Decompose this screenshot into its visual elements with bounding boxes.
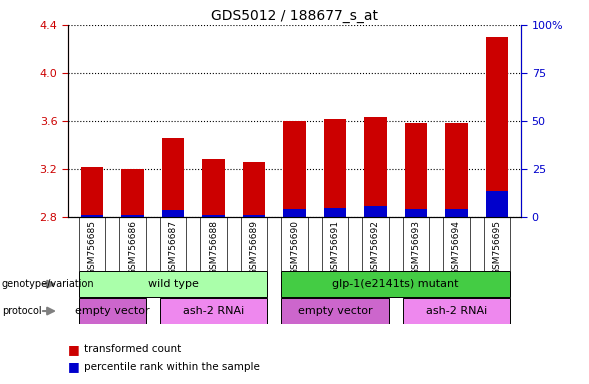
Bar [283, 121, 306, 217]
Text: transformed count: transformed count [84, 344, 181, 354]
Text: GSM756692: GSM756692 [371, 220, 380, 275]
Bar [81, 167, 103, 217]
Bar [283, 209, 306, 217]
Bar [200, 217, 227, 271]
Bar [486, 190, 508, 217]
Bar [445, 209, 468, 217]
Bar [405, 209, 427, 217]
Text: empty vector: empty vector [297, 306, 372, 316]
Bar [203, 159, 224, 217]
Text: GSM756691: GSM756691 [330, 220, 339, 275]
Text: wild type: wild type [148, 279, 198, 289]
Bar [282, 298, 389, 324]
Bar [241, 217, 267, 271]
Bar [324, 208, 346, 217]
Bar [324, 119, 346, 217]
Bar [365, 206, 386, 217]
Bar [484, 217, 510, 271]
Text: empty vector: empty vector [75, 306, 150, 316]
Bar [121, 215, 144, 217]
Text: glp-1(e2141ts) mutant: glp-1(e2141ts) mutant [332, 279, 459, 289]
Bar [365, 118, 386, 217]
Text: ■: ■ [68, 360, 80, 373]
Text: genotype/variation: genotype/variation [2, 279, 94, 289]
Bar [405, 123, 427, 217]
Text: GSM756686: GSM756686 [128, 220, 137, 275]
Text: GSM756685: GSM756685 [88, 220, 97, 275]
Bar [282, 217, 307, 271]
Text: percentile rank within the sample: percentile rank within the sample [84, 362, 260, 372]
Text: protocol: protocol [2, 306, 41, 316]
Text: GSM756690: GSM756690 [290, 220, 299, 275]
Bar [445, 123, 468, 217]
Bar [203, 215, 224, 217]
Title: GDS5012 / 188677_s_at: GDS5012 / 188677_s_at [211, 8, 378, 23]
Bar [486, 37, 508, 217]
Bar [121, 169, 144, 217]
Bar [444, 217, 469, 271]
Bar [403, 217, 429, 271]
Text: GSM756687: GSM756687 [168, 220, 177, 275]
Text: GSM756689: GSM756689 [250, 220, 259, 275]
Text: ash-2 RNAi: ash-2 RNAi [426, 306, 487, 316]
Text: GSM756693: GSM756693 [412, 220, 421, 275]
Bar [81, 215, 103, 217]
Text: ash-2 RNAi: ash-2 RNAi [183, 306, 244, 316]
Bar [79, 217, 105, 271]
Bar [160, 217, 186, 271]
Bar [79, 271, 267, 297]
Bar [243, 215, 265, 217]
Text: GSM756695: GSM756695 [492, 220, 501, 275]
Bar [162, 138, 184, 217]
Bar [282, 271, 510, 297]
Bar [162, 210, 184, 217]
Text: GSM756694: GSM756694 [452, 220, 461, 275]
Bar [79, 298, 145, 324]
Bar [120, 217, 145, 271]
Text: ■: ■ [68, 343, 80, 356]
Bar [403, 298, 510, 324]
Bar [362, 217, 389, 271]
Bar [322, 217, 348, 271]
Text: GSM756688: GSM756688 [209, 220, 218, 275]
Bar [243, 162, 265, 217]
Bar [160, 298, 267, 324]
